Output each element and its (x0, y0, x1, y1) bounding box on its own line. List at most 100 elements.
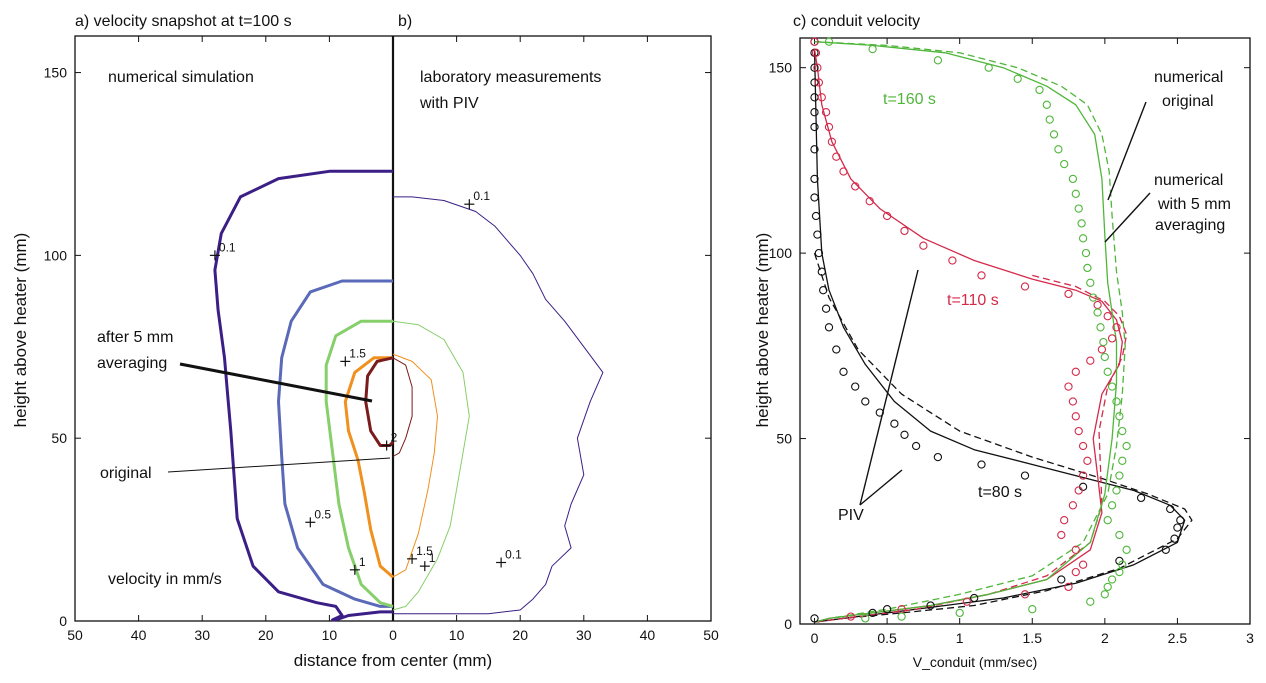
c-xtick-label: 0.5 (877, 630, 897, 646)
piv-point (1074, 204, 1083, 213)
panel-ab-xlabel: distance from center (mm) (294, 651, 492, 670)
piv-point (868, 608, 877, 618)
piv-point (1103, 516, 1112, 525)
piv-point (977, 460, 986, 469)
contour-label: 0.5 (314, 507, 331, 521)
piv-point (1060, 516, 1069, 525)
legend-averaging-line2: with 5 mm (1157, 196, 1231, 213)
piv-point (1020, 282, 1030, 291)
piv-point (810, 122, 819, 132)
label-t160: t=160 s (883, 91, 936, 108)
piv-point (1100, 590, 1109, 599)
piv-point (827, 137, 837, 146)
piv-point (1071, 412, 1080, 421)
piv-point (1035, 85, 1044, 95)
piv-point (1103, 367, 1112, 376)
piv-point (1103, 312, 1112, 321)
piv-point (933, 452, 943, 462)
ab-ytick-label: 100 (44, 247, 68, 263)
ab-xtick-label: 30 (194, 627, 210, 643)
legend-averaging-line1: numerical (1154, 172, 1223, 189)
contour-line (392, 353, 438, 578)
piv-point (1107, 575, 1117, 584)
velocity-profile-line (813, 49, 1186, 623)
piv-point (1064, 582, 1073, 592)
piv-point (897, 612, 906, 621)
label-t80: t=80 s (978, 484, 1022, 501)
piv-point (1057, 575, 1066, 584)
velocity-profile-line (813, 48, 1123, 623)
c-ytick-label: 0 (784, 616, 792, 632)
panel-b-title: b) (398, 13, 412, 30)
ab-xtick-label: 20 (512, 627, 528, 643)
piv-point (970, 593, 979, 603)
piv-point (1097, 345, 1107, 354)
c-xtick-label: 2.5 (1168, 630, 1188, 646)
averaging-label-line2: averaging (97, 355, 167, 372)
piv-point (1071, 367, 1080, 376)
piv-point (1042, 100, 1051, 109)
piv-point (1093, 308, 1102, 317)
piv-point (1060, 159, 1069, 169)
piv-point (824, 323, 834, 332)
piv-point (1078, 441, 1088, 451)
c-xtick-label: 2 (1101, 630, 1109, 646)
ab-xtick-label: 30 (576, 627, 592, 643)
piv-point (1074, 486, 1083, 495)
panel-c-ylabel: height above heater (mm) (753, 233, 772, 428)
piv-point (824, 37, 834, 46)
contour-line (343, 356, 394, 579)
piv-point (1078, 471, 1088, 480)
piv-point (832, 152, 841, 161)
piv-point (1115, 530, 1124, 540)
laboratory-label-line2: with PIV (419, 95, 479, 112)
piv-point (933, 56, 943, 65)
ab-xtick-label: 50 (703, 627, 719, 643)
piv-point (810, 193, 819, 202)
panel-c-xlabel: V_conduit (mm/sec) (913, 654, 1037, 670)
piv-point (1112, 323, 1121, 332)
piv-point (1064, 382, 1073, 391)
piv-point (821, 304, 831, 313)
piv-point (814, 248, 824, 258)
c-ytick-label: 100 (769, 245, 793, 261)
piv-point (1118, 560, 1127, 569)
piv-point (1099, 337, 1108, 347)
piv-point (919, 241, 928, 250)
piv-point (1107, 334, 1117, 343)
piv-point (1170, 534, 1179, 543)
piv-point (810, 78, 819, 87)
piv-point (1081, 248, 1091, 258)
piv-point (1020, 471, 1030, 480)
piv-point (882, 605, 892, 614)
piv-point (1049, 130, 1059, 139)
piv-pointer-2 (859, 469, 903, 506)
laboratory-label-line1: laboratory measurements (420, 69, 601, 86)
piv-point (1112, 486, 1121, 495)
contour-line (393, 196, 604, 615)
piv-point (813, 230, 822, 239)
piv-point (1045, 115, 1054, 124)
legend-averaging-pointer (1104, 192, 1151, 243)
piv-point (1103, 582, 1112, 592)
piv-point (1068, 174, 1078, 184)
piv-point (1096, 323, 1105, 332)
contour-line (392, 357, 413, 457)
piv-point (955, 608, 964, 618)
averaging-pointer (179, 362, 373, 403)
piv-point (846, 612, 855, 621)
velocity-units-label: velocity in mm/s (108, 571, 222, 588)
contour-line (213, 169, 393, 622)
piv-point (1020, 590, 1030, 599)
piv-pointer-1 (859, 269, 919, 506)
piv-point (1077, 219, 1086, 228)
c-ytick-label: 150 (769, 60, 793, 76)
ab-xtick-label: 50 (67, 627, 83, 643)
piv-point (1093, 300, 1102, 310)
piv-point (1071, 545, 1080, 554)
velocity-profile-line (813, 252, 1193, 623)
piv-point (1086, 278, 1095, 287)
piv-point (962, 597, 972, 606)
contour-label: 1.5 (416, 544, 433, 558)
